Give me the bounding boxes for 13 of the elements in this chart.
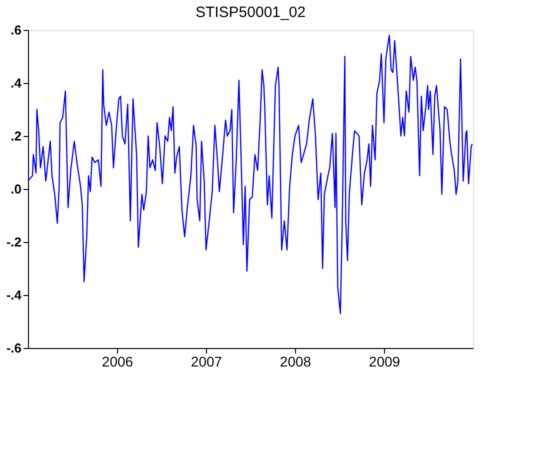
y-tick-label: .0 <box>10 182 22 196</box>
x-tick-label: 2009 <box>368 354 400 370</box>
x-tick-label: 2007 <box>190 354 222 370</box>
y-tick-label: -.4 <box>6 288 22 302</box>
chart-title: STISP50001_02 <box>195 4 306 21</box>
y-tick-label: .4 <box>10 76 22 90</box>
y-tick-label: .2 <box>10 128 22 144</box>
y-tick-label: -.2 <box>6 234 22 250</box>
y-tick-label: -.6 <box>6 340 22 356</box>
x-tick-label: 2008 <box>280 354 312 370</box>
y-tick-label: .6 <box>10 22 22 38</box>
x-tick-label: 2006 <box>102 354 134 370</box>
line-series <box>27 34 473 314</box>
